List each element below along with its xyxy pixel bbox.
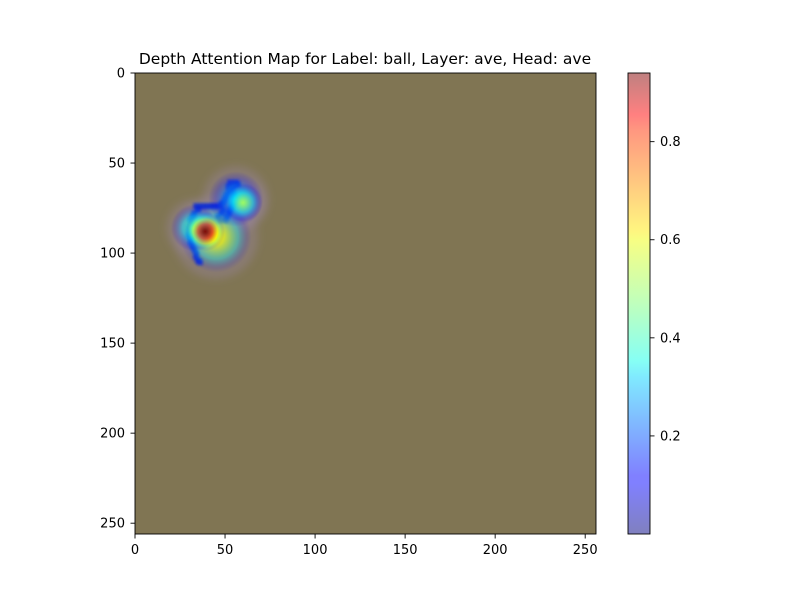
y-tick-label: 0 (117, 67, 125, 82)
chart-title: Depth Attention Map for Label: ball, Lay… (139, 50, 591, 68)
colorbar: 0.2 0.4 0.6 0.8 (627, 72, 681, 535)
colorbar-ticks: 0.2 0.4 0.6 0.8 (650, 135, 681, 444)
colorbar-tick-label: 0.4 (660, 331, 681, 346)
x-tick-label: 50 (217, 543, 234, 558)
colorbar-tick-label: 0.6 (660, 233, 681, 248)
y-tick-label: 150 (100, 337, 125, 352)
colorbar-gradient (628, 73, 650, 534)
y-tick-label: 250 (100, 517, 125, 532)
x-tick-label: 250 (573, 543, 598, 558)
y-axis-ticks: 0 50 100 150 200 250 (100, 67, 135, 532)
x-tick-label: 100 (303, 543, 328, 558)
y-tick-label: 100 (100, 247, 125, 262)
x-tick-label: 150 (393, 543, 418, 558)
y-tick-label: 200 (100, 427, 125, 442)
heatmap-background (135, 73, 596, 534)
x-axis-ticks: 0 50 100 150 200 250 (131, 534, 598, 558)
x-tick-label: 200 (483, 543, 508, 558)
plot-frame (134, 72, 597, 535)
colorbar-tick-label: 0.8 (660, 135, 681, 150)
plot-area: 0 50 100 150 200 250 0 50 100 150 200 250 (100, 67, 597, 559)
heatmap-hotspots (166, 166, 269, 280)
heatmap-hotspot (223, 182, 263, 223)
colorbar-frame (627, 72, 651, 535)
y-tick-label: 50 (108, 157, 125, 172)
x-tick-label: 0 (131, 543, 139, 558)
colorbar-tick-label: 0.2 (660, 429, 681, 444)
heatmap-hotspot (185, 211, 226, 252)
